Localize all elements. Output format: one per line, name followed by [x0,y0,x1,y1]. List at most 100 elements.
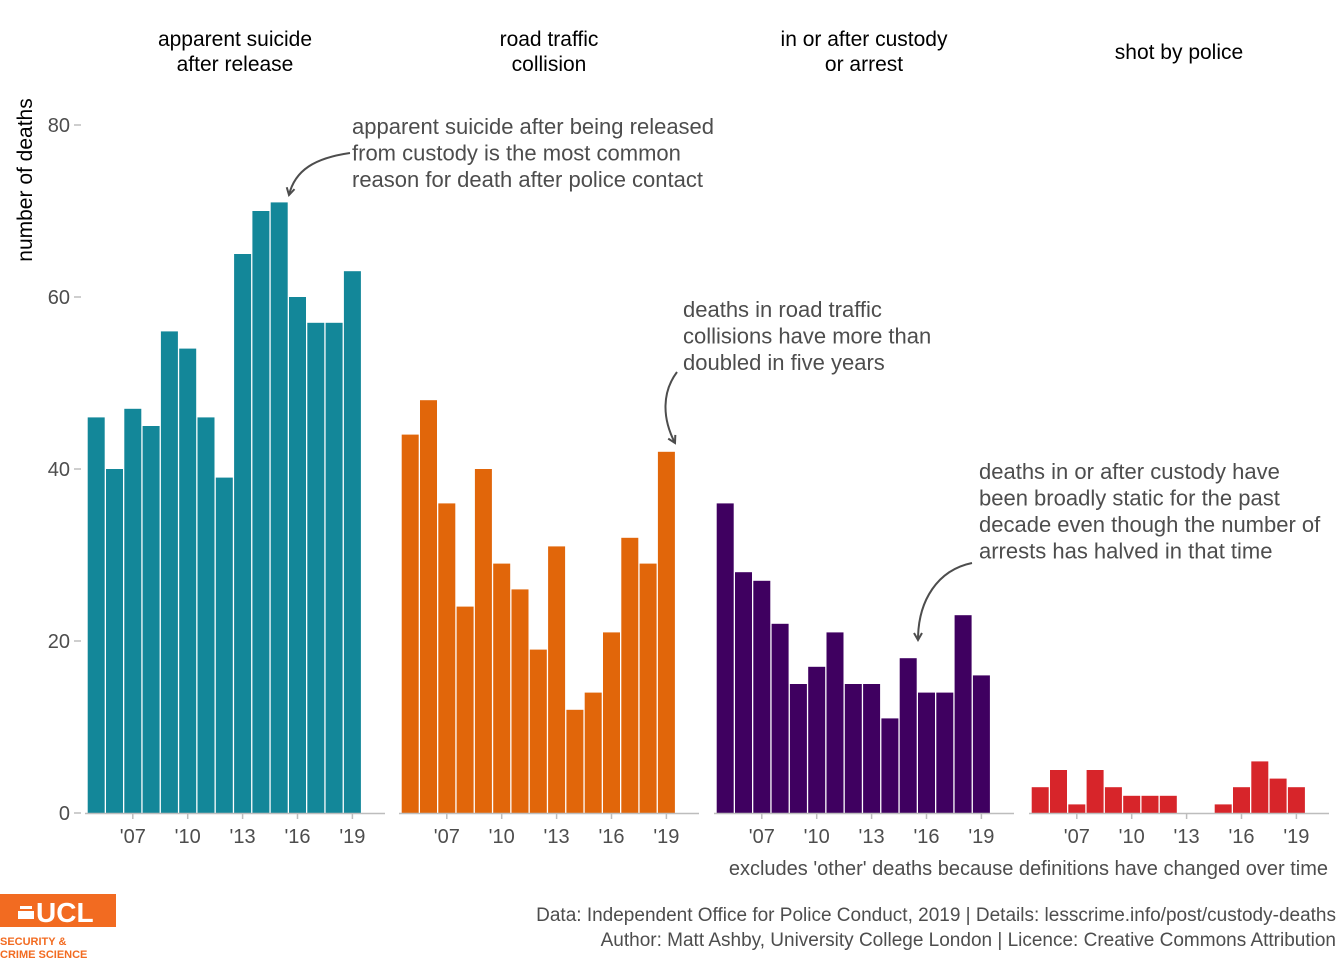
bar [420,400,437,813]
bar [325,322,343,813]
bar [657,451,675,813]
bar [1159,795,1177,813]
bar [456,606,474,813]
bar [401,434,419,813]
bar [124,408,142,813]
x-tick-label: '07 [434,826,460,848]
bar [511,589,529,813]
bar [493,563,511,813]
y-tick-label: 60 [48,287,70,309]
bar [474,469,492,813]
x-tick-label: '19 [1283,826,1309,848]
annotation-arrow [289,152,351,195]
facet-title: in or after custody or arrest [781,28,948,76]
bar [566,709,584,813]
bar [826,632,844,813]
bar [1050,770,1067,813]
logo-subtitle-1: SECURITY & [0,936,66,948]
y-tick-label: 20 [48,631,70,653]
bar [844,684,862,813]
bar [87,417,105,813]
bar [603,632,620,813]
x-tick-label: '13 [1174,826,1200,848]
bar [1251,761,1269,813]
x-tick-label: '19 [968,826,994,848]
bar [621,537,639,813]
bar [918,692,935,813]
bar [1233,787,1250,813]
ucl-logo: UCL SECURITY & CRIME SCIENCE [0,894,116,960]
bar [954,615,972,813]
bar [584,692,602,813]
x-tick-label: '19 [339,826,365,848]
logo-block [0,894,116,927]
x-tick-label: '07 [749,826,775,848]
y-tick-label: 40 [48,459,70,481]
bar [215,477,233,813]
caption-line-1: Data: Independent Office for Police Cond… [536,905,1336,926]
bar [548,546,566,813]
bar [1104,787,1122,813]
bar [197,417,215,813]
logo-portico-base [18,911,34,919]
facet-title: road traffic collision [500,28,599,76]
bar [789,684,807,813]
bar [639,563,657,813]
x-tick-label: '16 [598,826,624,848]
annotation-text: deaths in road traffic collisions have mo… [683,297,931,375]
x-tick-label: '07 [1064,826,1090,848]
bar [1068,804,1086,813]
x-tick-label: '10 [1119,826,1145,848]
bar [753,580,771,813]
x-tick-label: '16 [913,826,939,848]
bar [289,297,306,813]
x-tick-label: '07 [120,826,146,848]
y-axis-title: number of deaths [14,98,37,261]
facet-panel: '07 '10 '13 '16 '19 shot by police [1029,41,1329,848]
x-tick-label: '19 [653,826,679,848]
bar [863,684,881,813]
bar [1123,795,1141,813]
bar [160,331,178,813]
bar [307,322,325,813]
facet-panel: '07 '10 '13 '16 '19 in or after custody or arr… [714,28,1014,848]
bar [972,675,990,813]
bar [881,718,899,813]
bar [1086,770,1104,813]
bar [936,692,954,813]
annotations: apparent suicide after being released fro… [289,114,1321,640]
caption-line-2: Author: Matt Ashby, University College L… [601,930,1336,951]
chart-note: excludes 'other' deaths because definiti… [729,858,1328,880]
bar [1269,778,1287,813]
logo-portico-icon [20,906,32,909]
bar [1287,787,1305,813]
bar [1214,804,1232,813]
x-tick-label: '10 [804,826,830,848]
bar [438,503,456,813]
facet-panel: '07 '10 '13 '16 '19 apparent suicide after rel… [85,28,385,848]
bar [716,503,734,813]
bar [270,202,288,813]
x-tick-label: '13 [859,826,885,848]
bar [343,271,361,813]
annotation-text: deaths in or after custody have been broa… [979,459,1321,564]
y-axis: 0 20 40 60 80 [48,115,81,825]
annotation-arrow [918,562,973,640]
bar [529,649,547,813]
bar [234,254,252,813]
logo-subtitle-2: CRIME SCIENCE [0,949,87,960]
x-tick-label: '16 [1228,826,1254,848]
annotation-arrow [664,371,678,443]
bar [1031,787,1049,813]
logo-text: UCL [36,897,94,928]
bar [771,623,789,813]
bar [179,348,197,813]
x-tick-label: '10 [489,826,515,848]
annotation-text: apparent suicide after being released fro… [352,114,714,192]
facet-title: shot by police [1115,41,1243,64]
facet-panels: '07 '10 '13 '16 '19 apparent suicide after rel… [85,28,1329,848]
bar [106,469,123,813]
bar [735,572,752,813]
y-tick-label: 0 [59,803,70,825]
